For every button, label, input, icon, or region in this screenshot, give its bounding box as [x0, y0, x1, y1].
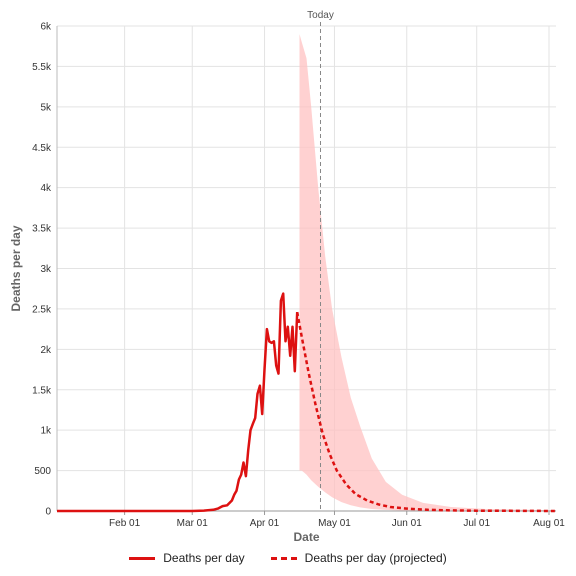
y-tick-label: 3k	[40, 264, 52, 275]
y-axis-title: Deaths per day	[9, 225, 23, 311]
y-tick-label: 2.5k	[32, 304, 52, 315]
y-tick-label: 2k	[40, 345, 52, 356]
uncertainty-band	[299, 34, 556, 511]
x-tick-label: Feb 01	[109, 518, 141, 529]
x-tick-label: Jul 01	[463, 518, 490, 529]
today-label: Today	[307, 10, 334, 21]
y-tick-label: 6k	[40, 22, 52, 33]
legend-item-observed[interactable]: Deaths per day	[129, 551, 245, 565]
axis-titles: Date Deaths per day Today	[9, 10, 334, 544]
series-line-projected	[295, 311, 557, 513]
tick-labels: 0 500 1k 1.5k 2k 2.5k 3k 3.5k 4k 4.5k 5k 5.5k 6k Feb …	[32, 22, 565, 530]
legend-swatch-solid	[129, 556, 156, 560]
x-tick-label: Jun 01	[392, 518, 422, 529]
deaths-chart: 0 500 1k 1.5k 2k 2.5k 3k 3.5k 4k 4.5k 5k 5.5k 6k Feb …	[9, 10, 565, 544]
legend-item-projected[interactable]: Deaths per day (projected)	[270, 551, 447, 565]
x-axis-title: Date	[293, 530, 319, 544]
y-tick-label: 500	[34, 466, 51, 477]
y-tick-label: 5.5k	[32, 62, 52, 73]
y-tick-label: 5k	[40, 102, 52, 113]
x-tick-label: Aug 01	[533, 518, 565, 529]
gridlines	[57, 25, 556, 512]
x-tick-label: May 01	[318, 518, 351, 529]
y-tick-label: 4k	[40, 183, 52, 194]
series-line-observed	[57, 292, 299, 513]
legend-label-projected: Deaths per day (projected)	[304, 551, 447, 565]
legend: Deaths per day Deaths per day (projected…	[0, 551, 576, 565]
y-tick-label: 1.5k	[32, 385, 52, 396]
y-tick-label: 1k	[40, 426, 52, 437]
x-tick-label: Apr 01	[250, 518, 280, 529]
legend-swatch-dashed	[270, 556, 297, 560]
y-tick-label: 0	[45, 507, 51, 518]
y-tick-label: 4.5k	[32, 143, 52, 154]
uncertainty-band-layer	[299, 34, 556, 511]
legend-label-observed: Deaths per day	[163, 551, 245, 565]
x-tick-label: Mar 01	[177, 518, 209, 529]
series-lines	[57, 292, 557, 513]
y-tick-label: 3.5k	[32, 224, 52, 235]
